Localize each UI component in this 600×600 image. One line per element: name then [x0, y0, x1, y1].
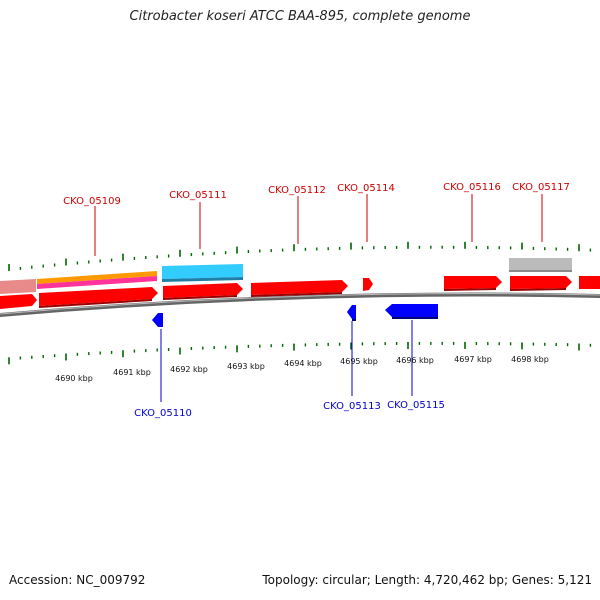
feature-cyan[interactable]: [162, 264, 243, 279]
feature-gray-shadow: [509, 270, 572, 272]
cds-reverse-1[interactable]: [152, 313, 163, 327]
scale-label-4697: 4697 kbp: [454, 355, 492, 364]
cds-reverse-3[interactable]: [385, 304, 438, 317]
top-tick-marks: [8, 241, 592, 271]
scale-label-4696: 4696 kbp: [396, 356, 434, 365]
feature-gray[interactable]: [509, 258, 572, 270]
cds-forward-3[interactable]: [163, 283, 243, 298]
cds-forward-2[interactable]: [39, 287, 158, 306]
scale-label-4690: 4690 kbp: [55, 374, 93, 383]
scale-label-4692: 4692 kbp: [170, 365, 208, 374]
scale-label-4698: 4698 kbp: [511, 355, 549, 364]
map-title: Citrobacter koseri ATCC BAA-895, complet…: [129, 9, 471, 24]
accession-text: Accession: NC_009792: [9, 573, 146, 587]
genome-backbone-highlight: [0, 293, 600, 315]
scale-label-4691: 4691 kbp: [113, 368, 151, 377]
scale-label-4693: 4693 kbp: [227, 362, 265, 371]
gene-label-cko-05112[interactable]: CKO_05112: [268, 185, 326, 196]
gene-label-cko-05116[interactable]: CKO_05116: [443, 182, 501, 193]
gene-label-cko-05111[interactable]: CKO_05111: [169, 190, 227, 201]
cds-forward-6[interactable]: [444, 276, 502, 289]
gene-label-cko-05117[interactable]: CKO_05117: [512, 182, 570, 193]
scale-label-4695: 4695 kbp: [340, 357, 378, 366]
gene-label-cko-05109[interactable]: CKO_05109: [63, 196, 121, 207]
cds-forward-7[interactable]: [510, 276, 572, 289]
bottom-tick-marks: [8, 341, 592, 365]
gene-label-cko-05114[interactable]: CKO_05114: [337, 183, 395, 194]
feature-cyan-shadow: [162, 277, 243, 282]
gene-label-cko-05110[interactable]: CKO_05110: [134, 408, 192, 419]
genome-backbone: [0, 292, 600, 317]
cds-forward-shadows: [39, 288, 566, 308]
gene-label-cko-05113[interactable]: CKO_05113: [323, 401, 381, 412]
cds-forward-8[interactable]: [579, 276, 600, 289]
scale-label-4694: 4694 kbp: [284, 359, 322, 368]
feature-orange[interactable]: [37, 271, 157, 284]
cds-reverse-2[interactable]: [347, 305, 356, 319]
feature-magenta[interactable]: [37, 276, 157, 289]
genome-summary-text: Topology: circular; Length: 4,720,462 bp…: [262, 573, 592, 587]
gene-label-cko-05115[interactable]: CKO_05115: [387, 400, 445, 411]
cds-forward-1[interactable]: [0, 294, 37, 309]
cds-forward-5[interactable]: [363, 278, 373, 291]
feature-pink[interactable]: [0, 279, 36, 294]
cds-reverse-shadows: [352, 317, 438, 321]
cds-forward-4[interactable]: [251, 280, 348, 295]
